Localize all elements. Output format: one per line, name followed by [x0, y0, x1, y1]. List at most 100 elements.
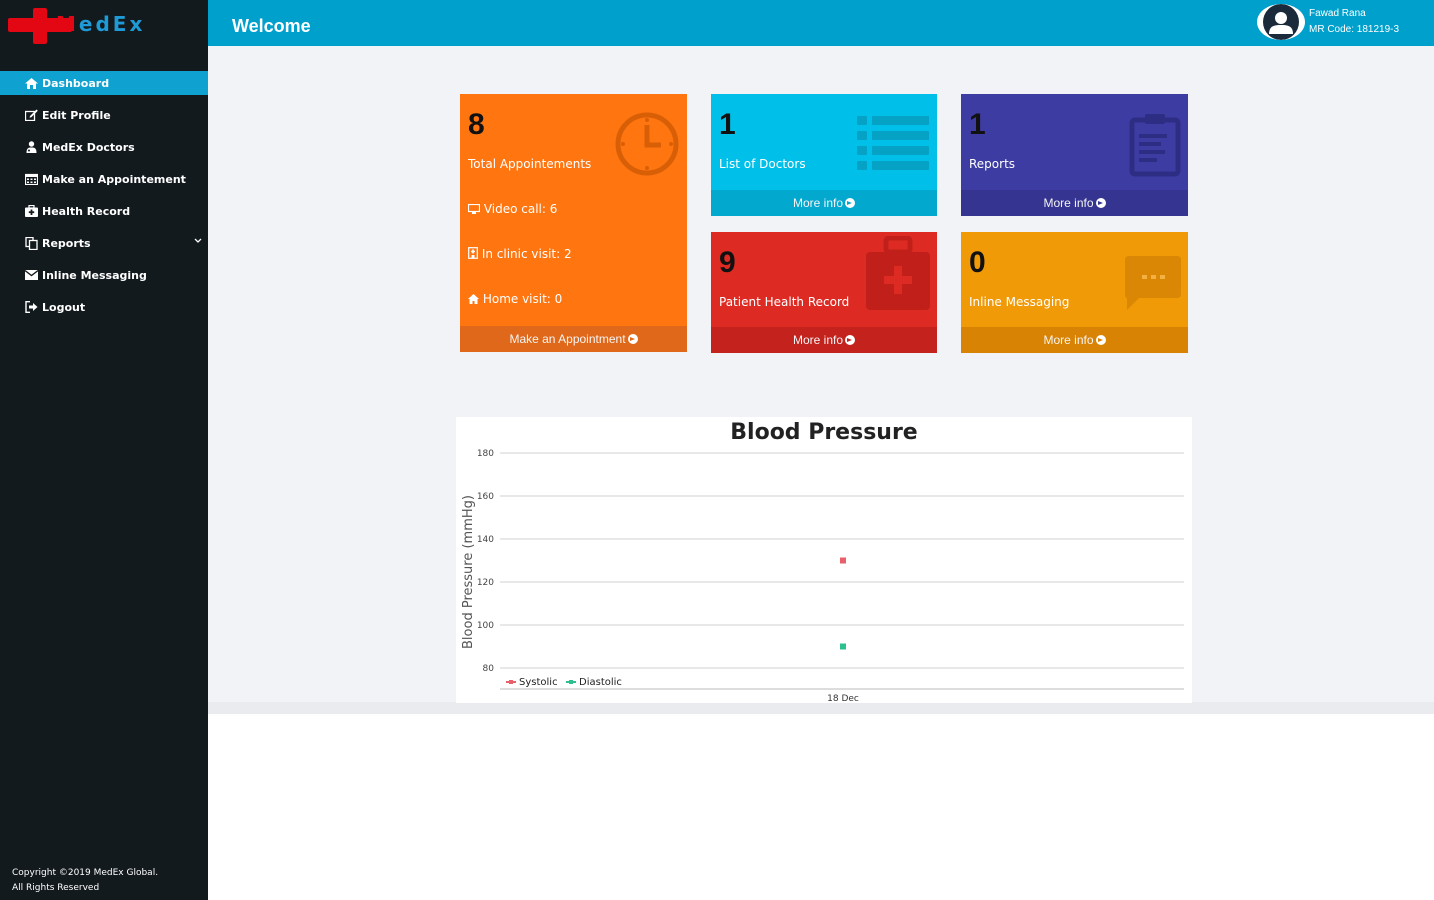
messaging-more-info-link[interactable]: More info — [961, 327, 1188, 353]
mr-code: MR Code: 181219-3 — [1309, 24, 1400, 35]
arrow-circle-right-icon — [845, 335, 856, 345]
sign-out-icon — [24, 301, 38, 313]
top-bar: Welcome Fawad Rana MR Code: 181219-3 — [208, 0, 1434, 46]
clinic-visit-count: In clinic visit: 2 — [481, 247, 572, 261]
sidebar-item-label: Inline Messaging — [42, 268, 147, 282]
envelope-icon — [24, 269, 38, 281]
medkit-icon — [866, 236, 930, 310]
legend-swatch — [509, 680, 513, 684]
arrow-circle-right-icon — [627, 334, 638, 344]
appointments-card: 8 Total Appointements Video call: 6 In c… — [460, 94, 687, 352]
legend-swatch — [569, 680, 573, 684]
doctors-count: 1 — [719, 108, 736, 141]
files-icon — [24, 236, 38, 250]
sidebar-item-health-record[interactable]: Health Record — [0, 195, 208, 227]
video-call-count: Video call: 6 — [483, 202, 558, 216]
home-visit-count: Home visit: 0 — [482, 292, 563, 306]
sidebar-item-dashboard[interactable]: Dashboard — [0, 71, 208, 95]
data-point-systolic[interactable] — [840, 557, 846, 564]
sidebar-nav: Dashboard Edit Profile MedEx Doctors Mak… — [0, 71, 208, 323]
y-tick-label: 160 — [477, 492, 494, 502]
sidebar-item-logout[interactable]: Logout — [0, 291, 208, 323]
logo-letter-m: M — [56, 12, 79, 36]
medkit-icon — [24, 205, 38, 217]
y-tick-label: 100 — [477, 621, 494, 631]
sidebar-item-inline-messaging[interactable]: Inline Messaging — [0, 259, 208, 291]
logo-cross-vertical — [33, 8, 47, 44]
sidebar-item-label: Make an Appointement — [42, 172, 186, 186]
sidebar-item-label: Dashboard — [42, 76, 110, 90]
sidebar-item-label: Logout — [42, 300, 86, 314]
user-name: Fawad Rana — [1309, 8, 1366, 19]
logo-text: MedEx — [56, 12, 145, 36]
reports-more-info-link[interactable]: More info — [961, 190, 1188, 216]
reports-label: Reports — [969, 157, 1016, 171]
edit-icon — [24, 109, 38, 121]
calendar-icon — [24, 173, 38, 185]
appointments-count: 8 — [468, 108, 485, 141]
messaging-card: 0 Inline Messaging More info — [961, 232, 1188, 353]
sidebar-item-label: Reports — [42, 236, 91, 250]
copyright-line: Copyright ©2019 MedEx Global. — [12, 868, 159, 878]
health-record-more-info-link[interactable]: More info — [711, 327, 937, 353]
sidebar-item-label: MedEx Doctors — [42, 140, 135, 154]
clinic-visit-row: In clinic visit: 2 — [468, 247, 572, 261]
y-axis-label: Blood Pressure (mmHg) — [461, 495, 476, 649]
sidebar-item-reports[interactable]: Reports — [0, 227, 208, 259]
hospital-icon — [468, 247, 478, 259]
arrow-circle-right-icon — [845, 198, 856, 208]
sidebar-item-label: Edit Profile — [42, 108, 111, 122]
footer-label: More info — [792, 196, 844, 210]
footer-label: More info — [1043, 196, 1094, 210]
sidebar-item-medex-doctors[interactable]: MedEx Doctors — [0, 131, 208, 163]
footer-label: More info — [792, 333, 844, 347]
make-appointment-link[interactable]: Make an Appointment — [460, 326, 687, 352]
appointments-label: Total Appointements — [468, 157, 592, 171]
y-tick-label: 140 — [477, 535, 494, 545]
sidebar: MedEx Dashboard Edit Profile MedEx Docto… — [0, 0, 208, 900]
blood-pressure-chart: Blood Pressure Blood Pressure (mmHg) 80 1… — [461, 420, 1184, 704]
y-tick-label: 120 — [477, 578, 494, 588]
video-call-row: Video call: 6 — [467, 202, 558, 216]
clipboard-icon — [1129, 114, 1181, 177]
logo-letters: edEx — [78, 12, 146, 36]
list-icon — [857, 116, 929, 170]
monitor-icon — [467, 203, 481, 214]
medex-logo[interactable]: MedEx — [6, 6, 178, 46]
chart-title: Blood Pressure — [730, 420, 917, 445]
chevron-down-icon[interactable] — [194, 237, 202, 247]
sidebar-item-make-appointement[interactable]: Make an Appointement — [0, 163, 208, 195]
user-md-icon — [24, 141, 38, 153]
legend-item-diastolic[interactable]: Diastolic — [579, 677, 622, 688]
data-point-diastolic[interactable] — [840, 643, 846, 650]
page-title: Welcome — [232, 16, 311, 36]
health-record-label: Patient Health Record — [719, 295, 850, 309]
doctors-card: 1 List of Doctors More info — [711, 94, 937, 216]
health-record-card: 9 Patient Health Record More info — [711, 232, 937, 353]
y-tick-label: 80 — [483, 664, 495, 674]
doctors-label: List of Doctors — [719, 157, 806, 171]
rights-line: All Rights Reserved — [12, 883, 100, 893]
footer-label: More info — [1043, 333, 1094, 347]
reports-count: 1 — [969, 108, 986, 141]
reports-card: 1 Reports More info — [961, 94, 1188, 216]
blood-pressure-chart-panel: Blood Pressure Blood Pressure (mmHg) 80 1… — [456, 417, 1192, 704]
doctors-more-info-link[interactable]: More info — [711, 190, 937, 216]
health-record-count: 9 — [719, 246, 736, 279]
footer-label: Make an Appointment — [509, 332, 626, 346]
avatar[interactable] — [1257, 4, 1305, 40]
messaging-count: 0 — [969, 246, 986, 279]
clock-icon — [615, 112, 679, 176]
arrow-circle-right-icon — [1095, 335, 1106, 345]
home-icon — [24, 77, 38, 89]
sidebar-item-label: Health Record — [42, 204, 131, 218]
messaging-label: Inline Messaging — [969, 295, 1070, 309]
legend-item-systolic[interactable]: Systolic — [519, 677, 558, 688]
x-tick-label: 18 Dec — [827, 694, 859, 703]
home-icon — [468, 294, 479, 304]
arrow-circle-right-icon — [1095, 198, 1106, 208]
home-visit-row: Home visit: 0 — [468, 292, 562, 306]
copyright: Copyright ©2019 MedEx Global. All Rights… — [12, 866, 158, 896]
sidebar-item-edit-profile[interactable]: Edit Profile — [0, 99, 208, 131]
comment-dots-icon — [1125, 256, 1181, 310]
